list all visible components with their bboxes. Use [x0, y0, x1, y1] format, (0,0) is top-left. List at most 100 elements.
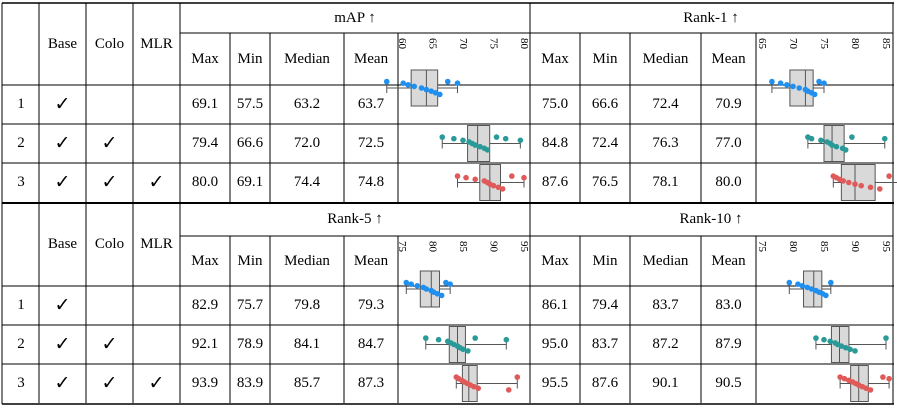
mlr-header: MLR: [140, 35, 173, 52]
data-point: [408, 281, 414, 288]
data-point: [813, 335, 819, 341]
row-id: 3: [17, 174, 25, 190]
data-point: [437, 91, 443, 98]
stat-value: 92.1: [191, 336, 219, 352]
data-point: [477, 143, 483, 150]
stat-value: 80.0: [715, 174, 742, 190]
data-point: [837, 374, 843, 380]
stat-value: 90.1: [652, 375, 679, 391]
stat-value: 83.0: [715, 297, 742, 313]
stat-value: 95.5: [541, 375, 569, 391]
data-point: [838, 343, 845, 349]
data-point: [799, 283, 806, 289]
axis-tick-label: 80: [427, 241, 439, 253]
data-point: [414, 283, 421, 289]
data-point: [484, 147, 491, 153]
stat-value: 69.1: [191, 96, 219, 112]
data-point: [463, 174, 469, 181]
stat-value: 79.3: [357, 297, 385, 313]
data-point: [821, 80, 827, 86]
data-point: [833, 143, 840, 150]
stat-value: 75.7: [236, 297, 264, 313]
max-header: Max: [541, 252, 569, 269]
median-header: Median: [642, 252, 689, 269]
mean-header: Mean: [353, 252, 389, 269]
row-id: 1: [17, 96, 25, 112]
data-point: [795, 281, 801, 288]
data-point: [808, 135, 815, 142]
stat-value: 83.7: [591, 336, 619, 352]
data-point: [435, 336, 442, 343]
stat-value: 72.4: [652, 96, 679, 112]
mean-header: Mean: [711, 50, 746, 67]
data-point: [444, 78, 451, 85]
max-header: Max: [191, 252, 219, 269]
row-id: 2: [17, 135, 25, 151]
data-point: [443, 279, 449, 286]
stat-value: 74.8: [357, 174, 385, 190]
stat-value: 84.1: [293, 336, 321, 352]
data-point: [471, 383, 477, 390]
stat-value: 84.7: [357, 336, 385, 352]
data-point: [777, 80, 784, 86]
axis-tick-label: 85: [457, 241, 469, 253]
data-point: [428, 88, 435, 94]
data-point: [438, 292, 445, 299]
data-point: [841, 375, 848, 382]
data-point: [465, 348, 471, 354]
stat-value: 87.2: [652, 336, 679, 352]
data-point: [475, 385, 482, 392]
data-point: [422, 335, 429, 341]
stat-value: 66.6: [236, 135, 264, 151]
row-id: 3: [17, 375, 25, 391]
data-point: [434, 291, 441, 297]
data-point: [852, 181, 858, 187]
stat-value: 77.0: [715, 135, 742, 151]
axis-tick-label: 80: [849, 38, 861, 50]
data-point: [411, 83, 418, 90]
data-point: [849, 134, 855, 140]
data-point: [403, 279, 410, 286]
median-header: Median: [284, 252, 330, 269]
min-header: Min: [592, 50, 618, 67]
data-point: [490, 182, 497, 189]
data-point: [472, 142, 479, 148]
data-point: [886, 173, 892, 179]
base-header: Base: [47, 35, 78, 52]
data-point: [828, 279, 834, 286]
stat-value: 76.5: [591, 174, 619, 190]
data-point: [821, 336, 827, 343]
data-point: [808, 286, 815, 292]
base-check: ✓: [54, 334, 71, 355]
stat-value: 79.4: [591, 297, 619, 313]
axis-tick-label: 80: [518, 38, 530, 50]
max-header: Max: [541, 50, 569, 67]
axis-tick-label: 90: [488, 241, 500, 253]
data-point: [852, 348, 858, 354]
data-point: [790, 83, 796, 90]
stat-value: 87.9: [715, 336, 742, 352]
stat-value: 78.1: [652, 174, 679, 190]
axis-tick-label: 75: [488, 38, 500, 50]
stat-value: 72.4: [591, 135, 619, 151]
colo-header: Colo: [94, 35, 125, 52]
base-header: Base: [47, 236, 78, 252]
median-header: Median: [642, 50, 689, 67]
data-point: [823, 292, 829, 299]
stat-value: 69.1: [236, 174, 264, 190]
data-point: [432, 90, 439, 96]
base-check: ✓: [54, 133, 71, 154]
stat-value: 85.7: [293, 375, 321, 391]
stat-value: 86.1: [541, 297, 569, 313]
data-point: [811, 91, 818, 98]
base-check: ✓: [54, 373, 71, 394]
data-point: [840, 178, 847, 184]
axis-tick-label: 65: [756, 38, 768, 50]
data-point: [846, 179, 852, 186]
stat-value: 90.5: [715, 375, 742, 391]
data-point: [886, 375, 892, 382]
data-point: [514, 374, 521, 380]
stat-value: 82.9: [191, 297, 219, 313]
base-check: ✓: [54, 94, 71, 115]
